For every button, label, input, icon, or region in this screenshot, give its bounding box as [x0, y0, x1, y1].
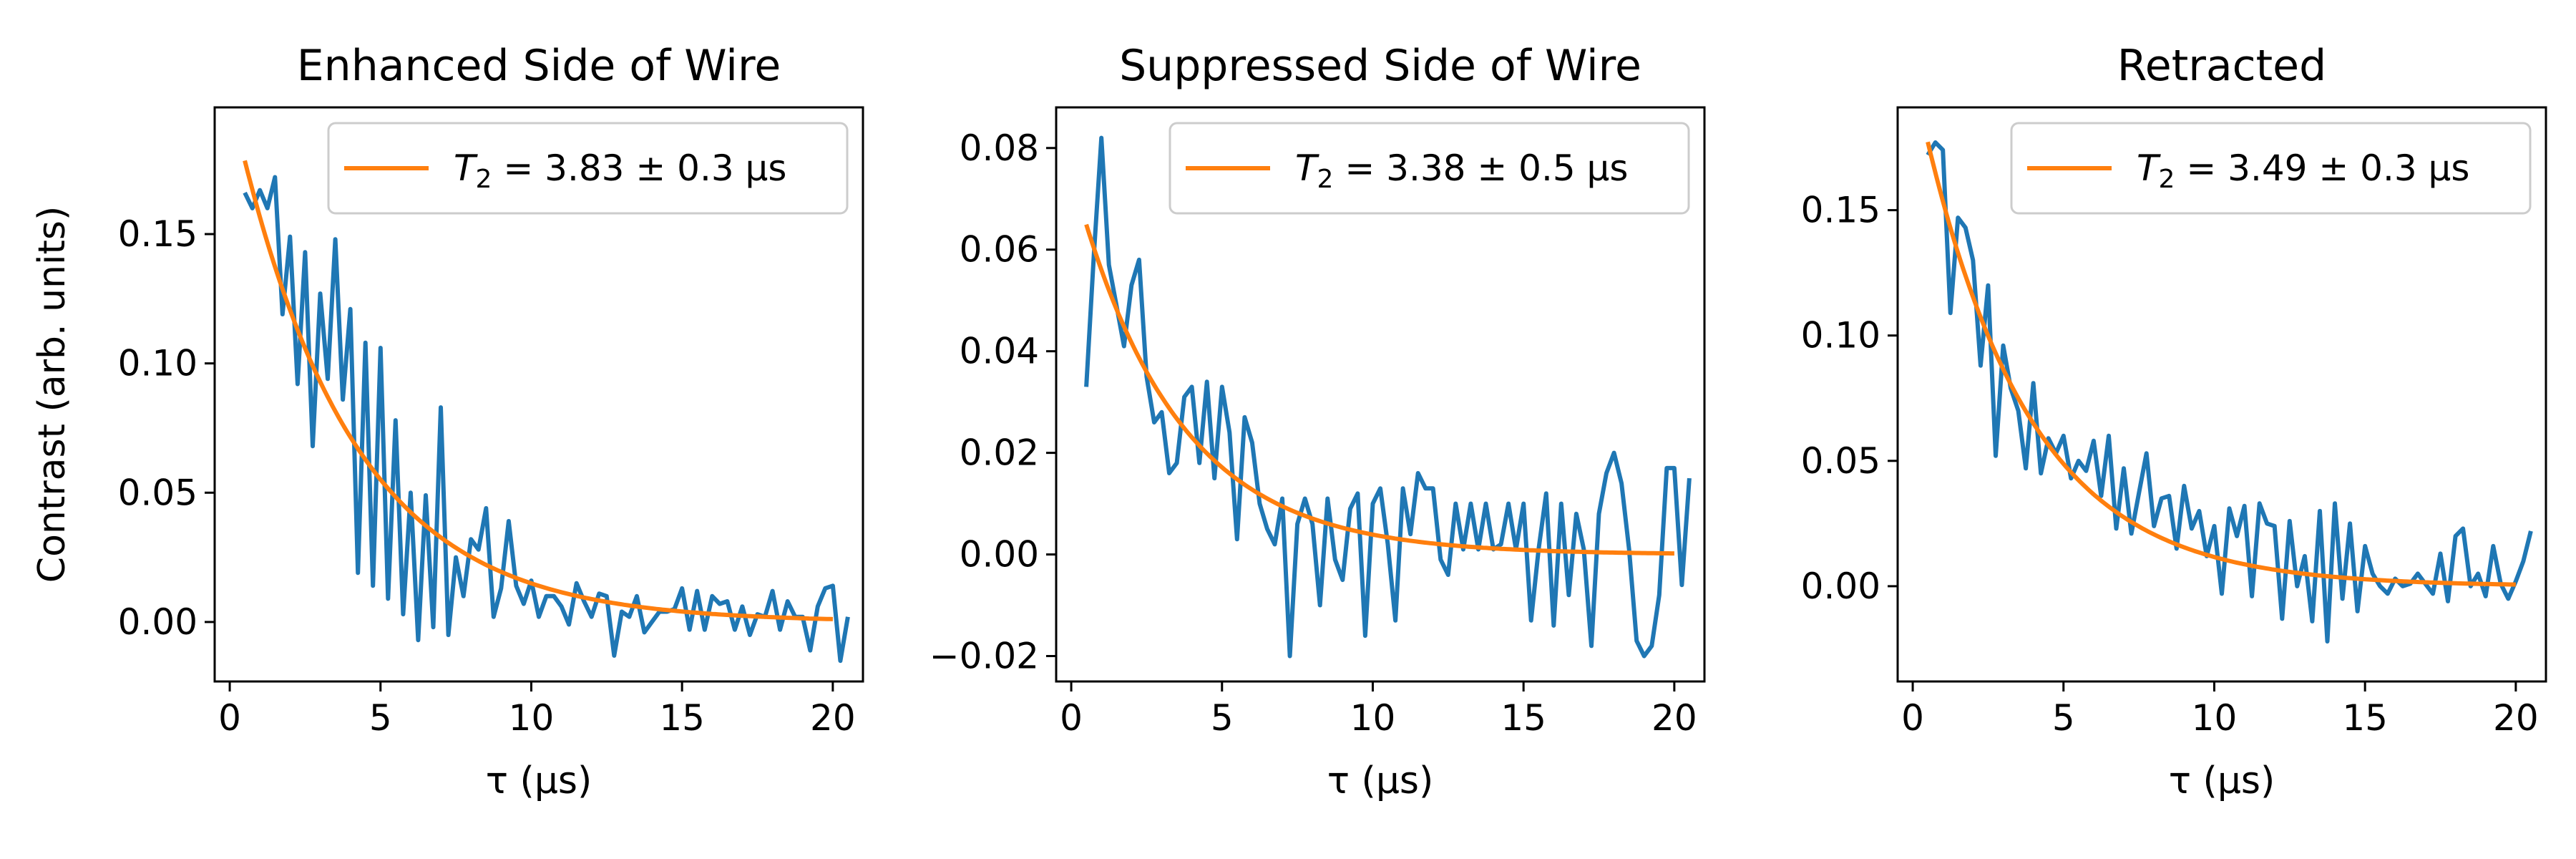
chart-title: Suppressed Side of Wire — [1119, 41, 1641, 91]
y-tick-label: 0.00 — [1801, 566, 1880, 607]
y-tick-label: 0.08 — [960, 127, 1039, 169]
y-tick-label: 0.00 — [118, 601, 197, 643]
x-tick-label: 20 — [1652, 697, 1697, 739]
x-tick-label: 5 — [369, 697, 392, 739]
panel-retracted: Retracted 0 5 10 15 20 0.00 0.05 0.10 0.15 τ (μs) T… — [1801, 41, 2547, 802]
x-tick-label: 10 — [509, 697, 555, 739]
panel-suppressed-side: Suppressed Side of Wire 0 5 10 15 20 −0.02 0.00… — [930, 41, 1706, 802]
legend-box — [1169, 122, 1690, 215]
panel-enhanced-side: Enhanced Side of Wire 0 5 10 15 20 0.00 0.05 0.1… — [118, 41, 864, 802]
x-tick-label: 20 — [2493, 697, 2539, 739]
legend-label: T2 = 3.38 ± 0.5 μs — [1295, 147, 1628, 194]
x-axis-label: τ (μs) — [486, 759, 592, 802]
y-tick-label: 0.10 — [118, 343, 197, 384]
legend-box — [327, 122, 849, 215]
y-tick-label: 0.15 — [1801, 190, 1880, 231]
y-tick-label: −0.02 — [930, 636, 1039, 677]
y-axis-label: Contrast (arb. units) — [31, 206, 74, 583]
data-series-line — [1084, 135, 1692, 659]
x-tick-label: 0 — [218, 697, 241, 739]
legend-label: T2 = 3.83 ± 0.3 μs — [454, 147, 786, 194]
x-tick-label: 15 — [2342, 697, 2388, 739]
y-tick-label: 0.06 — [960, 229, 1039, 271]
y-tick-label: 0.02 — [960, 432, 1039, 474]
fit-curve-line — [243, 160, 833, 621]
legend-label: T2 = 3.49 ± 0.3 μs — [2137, 147, 2469, 194]
axes-frame — [1896, 106, 2547, 683]
y-tick-label: 0.04 — [960, 331, 1039, 372]
x-tick-label: 20 — [810, 697, 856, 739]
y-tick-label: 0.05 — [118, 472, 197, 513]
x-tick-label: 5 — [1211, 697, 1234, 739]
chart-title: Retracted — [2117, 41, 2326, 91]
fit-curve-line — [1926, 141, 2516, 587]
x-tick-label: 0 — [1901, 697, 1924, 739]
y-tick-label: 0.05 — [1801, 440, 1880, 482]
x-tick-label: 5 — [2052, 697, 2075, 739]
y-tick-label: 0.10 — [1801, 315, 1880, 356]
axes-frame — [213, 106, 864, 683]
x-tick-label: 15 — [659, 697, 705, 739]
y-tick-label: 0.00 — [960, 534, 1039, 576]
chart-title: Enhanced Side of Wire — [297, 41, 781, 91]
x-tick-label: 10 — [2192, 697, 2238, 739]
fit-curve-line — [1084, 223, 1674, 556]
y-tick-label: 0.15 — [118, 213, 197, 255]
data-series-line — [243, 175, 850, 664]
x-tick-label: 0 — [1060, 697, 1083, 739]
x-tick-label: 15 — [1501, 697, 1546, 739]
x-axis-label: τ (μs) — [2169, 759, 2275, 802]
legend-box — [2010, 122, 2532, 215]
axes-frame — [1055, 106, 1706, 683]
data-series-line — [1926, 140, 2533, 644]
x-tick-label: 10 — [1350, 697, 1396, 739]
x-axis-label: τ (μs) — [1327, 759, 1434, 802]
